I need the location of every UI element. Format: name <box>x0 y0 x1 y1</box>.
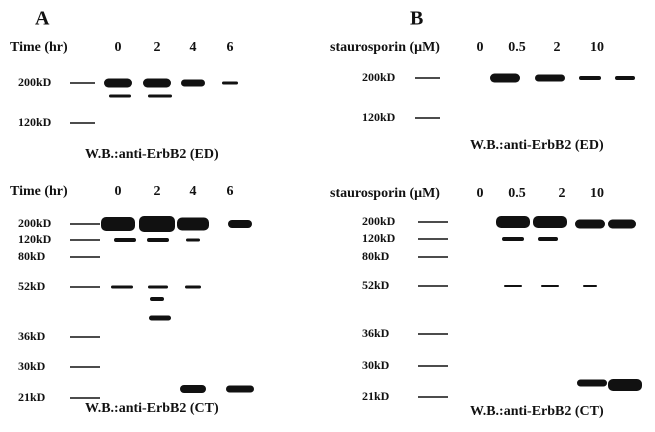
band <box>101 217 135 231</box>
marker-label: 200kD <box>362 214 396 228</box>
band <box>111 286 133 289</box>
lane-label: 0.5 <box>508 40 526 55</box>
band <box>148 286 168 289</box>
band <box>533 216 567 228</box>
band <box>177 218 209 231</box>
marker-label: 120kD <box>362 110 396 124</box>
lane-label: 2 <box>559 186 566 201</box>
band <box>139 216 175 232</box>
blot-caption: W.B.:anti-ErbB2 (ED) <box>85 147 219 162</box>
marker-label: 21kD <box>362 389 390 403</box>
marker-label: 200kD <box>18 216 52 230</box>
marker-label: 36kD <box>362 326 390 340</box>
lane-label: 0.5 <box>508 186 526 201</box>
band <box>180 385 206 393</box>
band <box>185 286 201 289</box>
lane-label: 6 <box>227 40 234 55</box>
band <box>181 80 205 87</box>
marker-label: 52kD <box>362 278 390 292</box>
lane-label: 2 <box>154 40 161 55</box>
blot-caption: W.B.:anti-ErbB2 (ED) <box>470 138 604 153</box>
marker-label: 200kD <box>362 70 396 84</box>
band <box>147 238 169 242</box>
band <box>496 216 530 228</box>
marker-label: 52kD <box>18 279 46 293</box>
panel-letter: A <box>35 8 50 30</box>
figure: A Time (hr) 0 2 4 6 200kD 120kD W.B.:anti-ErbB2 … <box>0 0 655 432</box>
marker-label: 30kD <box>18 359 46 373</box>
lane-label: 2 <box>154 184 161 199</box>
band <box>502 237 524 241</box>
blot-header: staurosporin (μM) <box>330 40 440 55</box>
band <box>608 220 636 229</box>
blot-header: Time (hr) <box>10 184 68 199</box>
band <box>186 239 200 242</box>
blot-header: staurosporin (μM) <box>330 186 440 201</box>
band <box>148 95 172 98</box>
blot-caption: W.B.:anti-ErbB2 (CT) <box>470 404 604 419</box>
panel-letter: B <box>410 8 423 30</box>
marker-label: 120kD <box>362 231 396 245</box>
lane-label: 0 <box>477 186 484 201</box>
band <box>535 75 565 82</box>
lane-label: 0 <box>115 184 122 199</box>
band <box>504 285 522 287</box>
band <box>579 76 601 80</box>
band <box>149 316 171 321</box>
band <box>222 82 238 85</box>
lane-label: 6 <box>227 184 234 199</box>
marker-label: 21kD <box>18 390 46 404</box>
band <box>583 285 597 287</box>
band <box>114 238 136 242</box>
band <box>615 76 635 80</box>
lane-label: 4 <box>190 184 197 199</box>
marker-label: 200kD <box>18 75 52 89</box>
band <box>490 74 520 83</box>
band <box>150 297 164 301</box>
marker-label: 30kD <box>362 358 390 372</box>
band <box>143 79 171 88</box>
band <box>538 237 558 241</box>
lane-label: 10 <box>590 40 604 55</box>
lane-label: 10 <box>590 186 604 201</box>
band <box>228 220 252 228</box>
band <box>541 285 559 287</box>
band <box>577 380 607 387</box>
band <box>608 379 642 391</box>
band <box>575 220 605 229</box>
lane-label: 0 <box>115 40 122 55</box>
lane-label: 4 <box>190 40 197 55</box>
blot-caption: W.B.:anti-ErbB2 (CT) <box>85 401 219 416</box>
marker-label: 120kD <box>18 232 52 246</box>
marker-label: 120kD <box>18 115 52 129</box>
lane-label: 0 <box>477 40 484 55</box>
band <box>109 95 131 98</box>
band <box>104 79 132 88</box>
marker-label: 80kD <box>18 249 46 263</box>
lane-label: 2 <box>554 40 561 55</box>
band <box>226 386 254 393</box>
marker-label: 80kD <box>362 249 390 263</box>
blot-header: Time (hr) <box>10 40 68 55</box>
marker-label: 36kD <box>18 329 46 343</box>
